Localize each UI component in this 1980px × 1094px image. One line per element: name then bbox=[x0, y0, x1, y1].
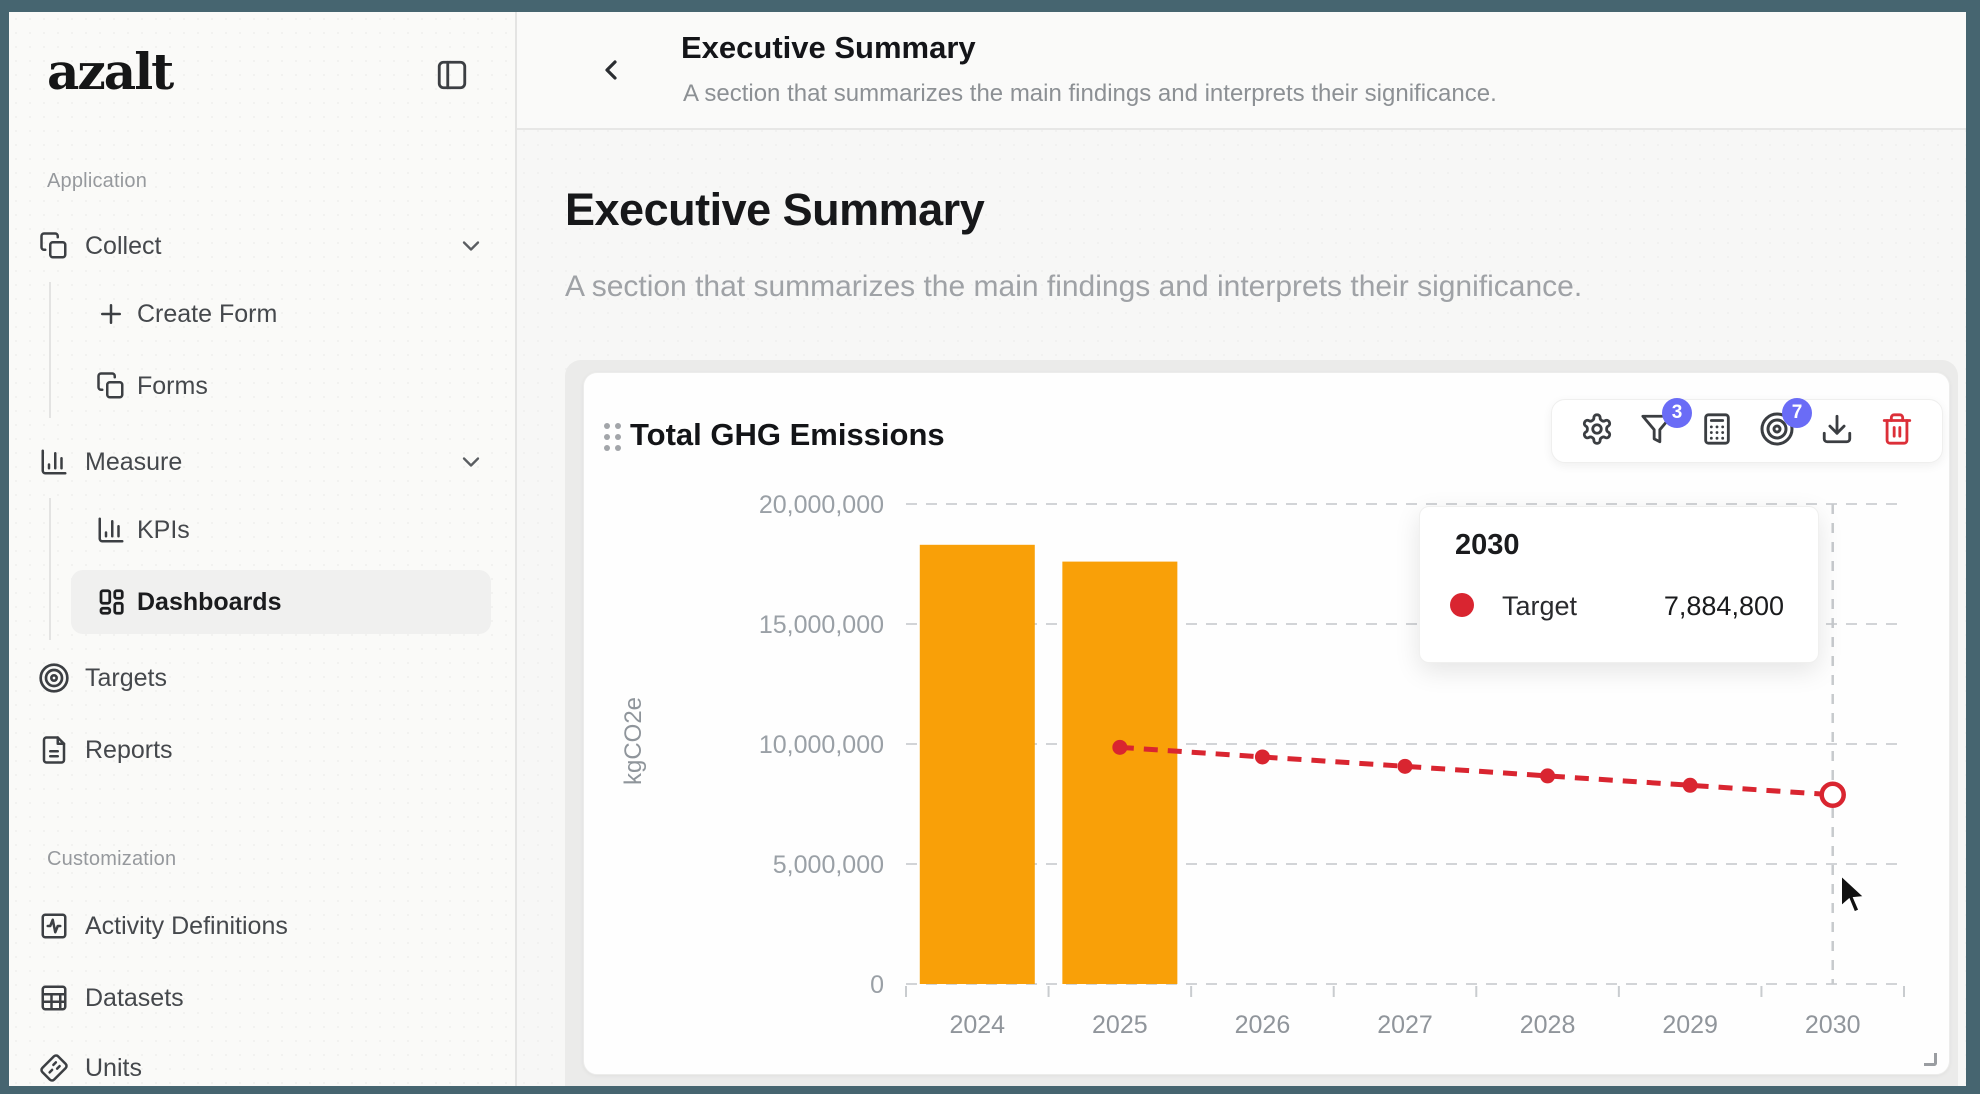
activity-square-icon bbox=[37, 909, 71, 943]
sidebar-item-collect[interactable]: Collect bbox=[9, 214, 517, 278]
bar-chart-icon bbox=[37, 445, 71, 479]
svg-text:2026: 2026 bbox=[1235, 1011, 1291, 1039]
drag-handle[interactable] bbox=[604, 423, 621, 451]
targets-button[interactable]: 7 bbox=[1758, 398, 1812, 452]
header-subtitle: A section that summarizes the main findi… bbox=[683, 80, 1497, 107]
sidebar-item-dashboards[interactable]: Dashboards bbox=[71, 570, 491, 634]
svg-text:10,000,000: 10,000,000 bbox=[759, 731, 884, 759]
tooltip-year: 2030 bbox=[1455, 529, 1520, 561]
download-icon bbox=[1820, 412, 1854, 451]
back-button[interactable] bbox=[591, 52, 631, 92]
chevron-down-icon bbox=[457, 232, 485, 260]
header-title: Executive Summary bbox=[681, 30, 976, 65]
calculator-icon bbox=[1700, 412, 1734, 451]
sidebar-item-activity-definitions[interactable]: Activity Definitions bbox=[9, 894, 517, 958]
chevron-left-icon bbox=[595, 54, 627, 91]
download-button[interactable] bbox=[1818, 412, 1856, 450]
mouse-cursor bbox=[1839, 873, 1869, 915]
svg-text:2024: 2024 bbox=[949, 1011, 1005, 1039]
svg-text:15,000,000: 15,000,000 bbox=[759, 611, 884, 639]
copy-icon bbox=[37, 229, 71, 263]
svg-text:2028: 2028 bbox=[1520, 1011, 1576, 1039]
sidebar-item-targets[interactable]: Targets bbox=[9, 646, 517, 710]
sidebar-item-kpis[interactable]: KPIs bbox=[9, 498, 517, 562]
app-root: azalt Application Collect Create Form Fo… bbox=[9, 12, 1966, 1086]
sidebar-item-datasets[interactable]: Datasets bbox=[9, 966, 517, 1030]
section-label-application: Application bbox=[47, 170, 148, 192]
chevron-down-icon bbox=[457, 448, 485, 476]
copy-icon bbox=[94, 369, 128, 403]
grid-table-icon bbox=[37, 981, 71, 1015]
filter-button[interactable]: 3 bbox=[1638, 398, 1692, 451]
panel-left-icon bbox=[435, 58, 469, 97]
sidebar-toggle-button[interactable] bbox=[430, 55, 474, 99]
target-badge: 7 bbox=[1782, 398, 1812, 428]
section-label-customization: Customization bbox=[47, 848, 177, 870]
calculator-button[interactable] bbox=[1698, 412, 1736, 450]
widget-toolbar: 3 7 bbox=[1551, 398, 1943, 463]
svg-text:2029: 2029 bbox=[1662, 1011, 1718, 1039]
ghg-emissions-chart[interactable]: 0 5,000,000 10,000,000 15,000,000 20,000,000… bbox=[584, 373, 1951, 1076]
page-title: Executive Summary bbox=[565, 184, 985, 235]
target-icon bbox=[37, 661, 71, 695]
nav-rail bbox=[49, 282, 51, 418]
filter-badge: 3 bbox=[1662, 398, 1692, 428]
resize-handle-icon[interactable] bbox=[1924, 1053, 1937, 1066]
svg-text:5,000,000: 5,000,000 bbox=[773, 851, 884, 879]
main-area: Executive Summary A section that summari… bbox=[517, 12, 1966, 1086]
bar-chart-icon bbox=[94, 513, 128, 547]
sidebar-item-measure[interactable]: Measure bbox=[9, 430, 517, 494]
svg-text:0: 0 bbox=[870, 971, 884, 999]
dashboard-grid-icon bbox=[94, 585, 128, 619]
sidebar: azalt Application Collect Create Form Fo… bbox=[9, 12, 517, 1086]
page-header: Executive Summary A section that summari… bbox=[517, 12, 1966, 130]
sidebar-item-forms[interactable]: Forms bbox=[9, 354, 517, 418]
chart-widget-card: Total GHG Emissions 3 7 bbox=[583, 372, 1950, 1075]
file-text-icon bbox=[37, 733, 71, 767]
app-logo: azalt bbox=[47, 42, 174, 101]
widget-title: Total GHG Emissions bbox=[630, 417, 945, 452]
plus-icon bbox=[94, 297, 128, 331]
ruler-icon bbox=[37, 1051, 71, 1085]
sidebar-item-reports[interactable]: Reports bbox=[9, 718, 517, 782]
tooltip-value: 7,884,800 bbox=[1663, 591, 1784, 621]
svg-text:kgCO2e: kgCO2e bbox=[620, 697, 647, 785]
delete-widget-button[interactable] bbox=[1878, 412, 1916, 450]
sidebar-item-units[interactable]: Units bbox=[9, 1036, 517, 1086]
filter-icon bbox=[1640, 412, 1674, 451]
trash-icon bbox=[1880, 412, 1914, 451]
nav-rail bbox=[49, 498, 51, 640]
svg-text:2025: 2025 bbox=[1092, 1011, 1148, 1039]
svg-text:2027: 2027 bbox=[1377, 1011, 1433, 1039]
gear-icon bbox=[1580, 412, 1614, 451]
svg-text:20,000,000: 20,000,000 bbox=[759, 491, 884, 519]
sidebar-item-create-form[interactable]: Create Form bbox=[9, 282, 517, 346]
tooltip-series: Target bbox=[1502, 591, 1578, 621]
chart-tooltip: 2030 Target 7,884,800 bbox=[1419, 506, 1819, 663]
series-dot-icon bbox=[1450, 593, 1474, 617]
page-subtitle: A section that summarizes the main findi… bbox=[565, 270, 1583, 303]
svg-text:2030: 2030 bbox=[1805, 1011, 1861, 1039]
settings-button[interactable] bbox=[1578, 412, 1616, 450]
target-icon bbox=[1759, 411, 1795, 452]
